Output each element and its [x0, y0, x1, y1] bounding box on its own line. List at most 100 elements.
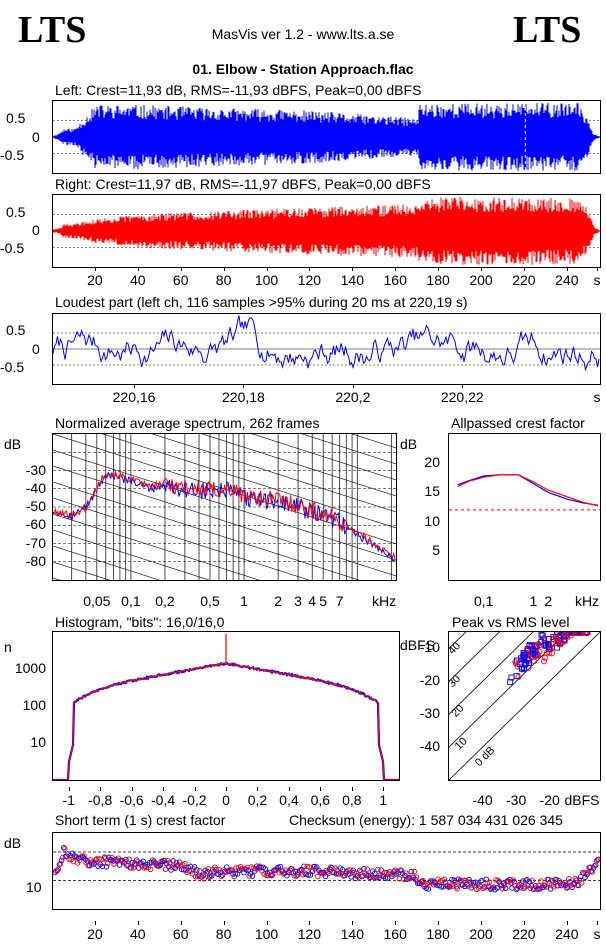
x-tick-mark [194, 787, 196, 791]
x-tick-mark [309, 921, 311, 925]
peak-rms-point-left [582, 632, 589, 635]
short-term-point-left [103, 863, 110, 870]
right-waveform-title: Right: Crest=11,97 dB, RMS=-11,97 dBFS, … [55, 176, 431, 192]
x-tick-label-0: 0 [222, 792, 230, 808]
short-term-point-left [294, 872, 301, 878]
x-tick-mark [462, 384, 464, 388]
x-tick-label--0,8: -0,8 [88, 792, 113, 808]
peak-rms-crest-line [449, 632, 568, 748]
x-tick-label-4: 4 [308, 593, 317, 609]
loudest-ytick-neg0-5: -0.5 [0, 359, 25, 375]
x-tick-mark [352, 384, 354, 388]
short-term-point-right [538, 878, 544, 884]
short-term-point-right [413, 874, 420, 880]
x-tick-mark [523, 921, 525, 925]
spectrum-slope-line [201, 434, 396, 497]
short-term-point-right [79, 853, 85, 859]
left-ytick-0-5: 0.5 [6, 110, 26, 126]
x-tick-label-0,2: 0,2 [247, 792, 268, 808]
spectrum-ytick--30: -30 [25, 461, 46, 478]
histogram-ylabel: n [4, 639, 12, 655]
peak-rms-point-left [531, 649, 538, 656]
left-waveform-title: Left: Crest=11,93 dB, RMS=-11,93 dBFS, P… [55, 82, 422, 98]
short-term-point-right [364, 866, 370, 873]
x-tick-mark [352, 921, 354, 925]
left-waveform-plot [52, 100, 601, 174]
peak-rms-diagonal-label: 20 [449, 702, 466, 719]
short-term-point-right [578, 880, 585, 886]
short-term-point-left [204, 868, 211, 875]
short-term-point-left [522, 884, 528, 890]
peak-rms-point-left [566, 632, 573, 635]
short-term-ytick-10: 10 [26, 879, 42, 895]
short-term-point-right [274, 865, 280, 872]
x-tick-label-140: 140 [340, 272, 364, 288]
x-tick-label-0,5: 0,5 [200, 593, 220, 609]
x-tick-mark [137, 267, 139, 271]
x-tick-mark [134, 384, 136, 388]
short-term-point-left [301, 863, 307, 870]
x-tick-label--30: -30 [505, 792, 527, 808]
short-term-point-left [170, 858, 176, 864]
short-term-point-right [61, 846, 68, 852]
allpassed-ytick-20: 20 [424, 454, 440, 471]
x-tick-mark [438, 921, 440, 925]
loudest-ytick-0-5: 0.5 [6, 322, 26, 338]
allpassed-plot [448, 433, 601, 581]
short-term-point-left [526, 878, 532, 885]
histogram-plot [52, 631, 400, 781]
histogram-series-left [53, 661, 399, 780]
peak-rms-point-right [553, 634, 560, 641]
short-term-point-right [433, 881, 439, 887]
x-tick-mark [94, 921, 96, 925]
spectrum-slope-line [101, 434, 396, 529]
short-term-point-left [58, 857, 65, 864]
x-tick-mark [257, 787, 259, 791]
loudest-part-plot [52, 313, 601, 385]
short-term-point-left [112, 857, 118, 863]
peak-rms-ytick--10: -10 [419, 639, 440, 656]
peak-rms-diagonal-label: 40 [449, 640, 463, 657]
x-tick-mark [137, 921, 139, 925]
short-term-point-left [543, 884, 550, 890]
x-tick-label-1: 1 [379, 792, 388, 808]
short-term-point-right [482, 884, 488, 891]
peak-rms-crest-line [449, 632, 600, 780]
x-tick-label-80: 80 [215, 272, 232, 288]
x-tick-mark [266, 267, 268, 271]
short-term-point-right [377, 872, 383, 879]
peak-rms-point-left [530, 650, 537, 657]
short-term-point-left [193, 867, 200, 873]
short-term-point-right [231, 873, 237, 880]
spectrum-plot [52, 433, 397, 581]
peak-rms-ytick--30: -30 [419, 705, 440, 722]
right-ytick-0-5: 0.5 [6, 204, 26, 220]
right-ytick-0: 0 [32, 222, 40, 238]
spectrum-ytick--40: -40 [25, 479, 46, 496]
x-tick-label-5: 5 [319, 593, 328, 609]
short-term-point-right [420, 877, 426, 884]
short-term-point-right [521, 885, 527, 892]
x-tick-label-0,2: 0,2 [155, 593, 175, 609]
x-tick-label-180: 180 [426, 272, 450, 288]
short-term-plot [52, 832, 601, 910]
x-tick-mark [180, 921, 182, 925]
short-term-point-left [502, 885, 509, 892]
short-term-point-right [596, 856, 600, 863]
x-tick-mark [320, 787, 322, 791]
histogram-ytick-1000: 1000 [14, 660, 46, 676]
x-tick-label-kHz: kHz [371, 593, 397, 609]
x-tick-mark [523, 267, 525, 271]
short-term-point-right [390, 871, 396, 877]
short-term-point-left [556, 878, 562, 884]
x-tick-mark [597, 267, 598, 271]
short-term-point-right [197, 868, 203, 874]
peak-rms-point-left [558, 632, 565, 635]
spectrum-ytick--80: -80 [25, 552, 46, 569]
loudest-ytick-0: 0 [32, 341, 40, 357]
peak-rms-point-left [538, 639, 545, 645]
x-tick-label-120: 120 [297, 272, 322, 288]
short-term-point-left [140, 858, 146, 865]
x-tick-label-140: 140 [340, 926, 364, 942]
x-tick-label-180: 180 [426, 926, 450, 942]
